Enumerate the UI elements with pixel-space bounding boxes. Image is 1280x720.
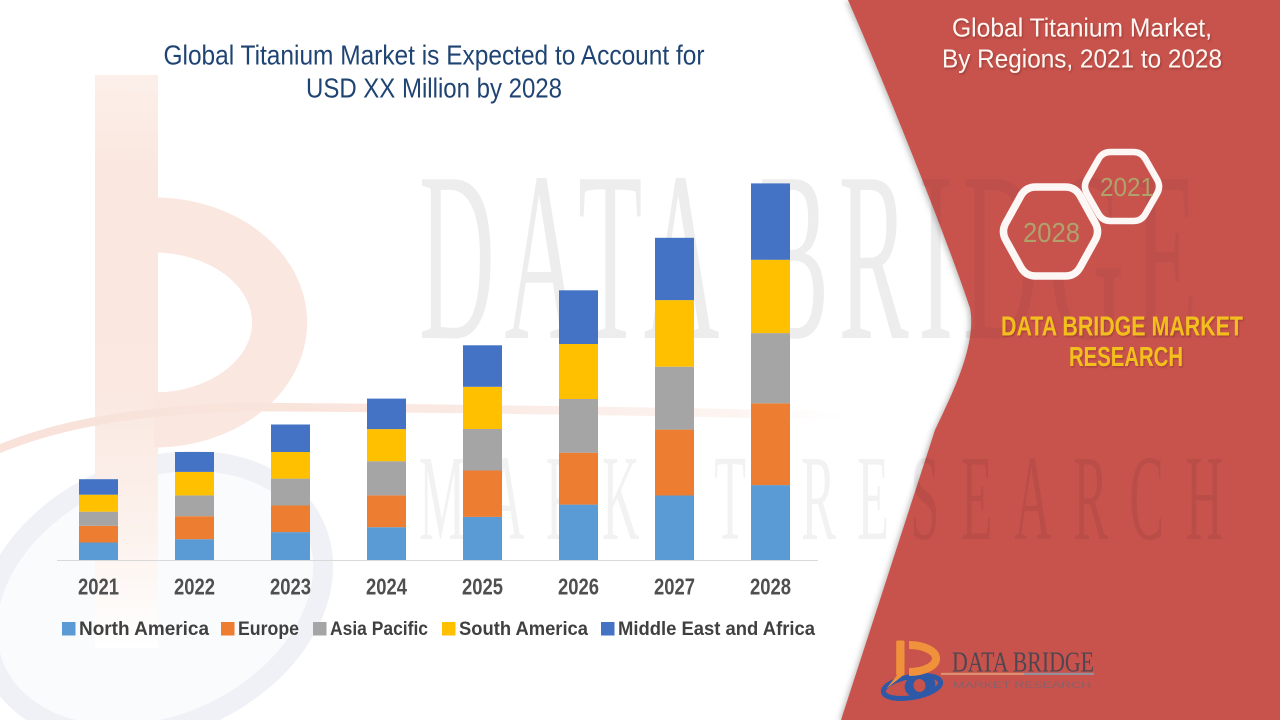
svg-text:2023: 2023 <box>270 574 311 600</box>
svg-text:2021: 2021 <box>78 574 119 600</box>
svg-text:USD XX Million by 2028: USD XX Million by 2028 <box>306 73 562 104</box>
svg-text:By Regions, 2021 to 2028: By Regions, 2021 to 2028 <box>942 44 1222 74</box>
svg-text:RESEARCH: RESEARCH <box>1069 341 1183 372</box>
svg-text:Europe: Europe <box>238 618 299 640</box>
svg-text:South America: South America <box>459 618 588 640</box>
svg-text:DATA BRIDGE MARKET: DATA BRIDGE MARKET <box>1001 311 1243 342</box>
svg-text:2024: 2024 <box>366 574 407 600</box>
svg-text:2028: 2028 <box>750 574 791 600</box>
svg-text:Global Titanium Market is Expe: Global Titanium Market is Expected to Ac… <box>164 40 705 71</box>
svg-text:Global Titanium Market,: Global Titanium Market, <box>952 13 1212 43</box>
svg-text:2027: 2027 <box>654 574 695 600</box>
svg-text:2025: 2025 <box>462 574 503 600</box>
svg-text:2028: 2028 <box>1023 217 1080 248</box>
svg-text:2026: 2026 <box>558 574 599 600</box>
svg-text:Middle East and Africa: Middle East and Africa <box>618 618 815 640</box>
svg-text:MARKET RESEARCH: MARKET RESEARCH <box>953 680 1091 691</box>
svg-text:2021: 2021 <box>1100 172 1154 202</box>
svg-text:North America: North America <box>79 618 209 640</box>
svg-text:2022: 2022 <box>174 574 215 600</box>
svg-text:Asia Pacific: Asia Pacific <box>330 618 428 640</box>
